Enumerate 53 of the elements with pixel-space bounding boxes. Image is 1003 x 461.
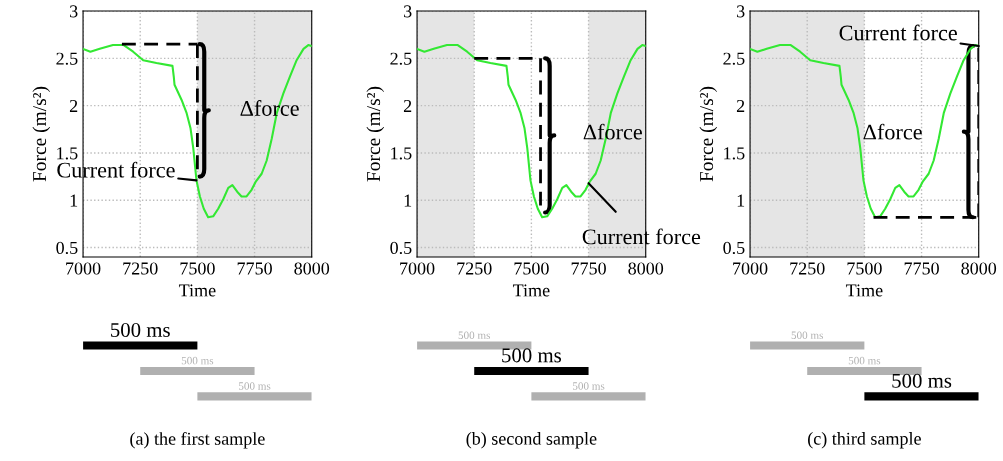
y-tick-label: 3 <box>737 5 745 18</box>
x-tick-label: 7000 <box>400 262 435 275</box>
y-axis-title: Force (m/s²) <box>32 86 51 182</box>
x-tick-label: 7000 <box>733 262 768 275</box>
x-tick-label: 7250 <box>457 262 492 275</box>
x-tick-label: 7500 <box>847 262 882 275</box>
y-tick-label: 1.5 <box>391 147 412 160</box>
y-tick-label: 2 <box>403 99 412 112</box>
x-tick-label: 7500 <box>180 262 215 275</box>
x-tick-label: 7000 <box>66 262 101 275</box>
data-label: 500 ms <box>791 331 824 339</box>
y-tick-label: 2.5 <box>56 52 78 65</box>
y-tick-label: 1.5 <box>724 147 745 160</box>
data-label: 500 ms <box>458 331 491 339</box>
data-label: 500 ms <box>892 373 952 388</box>
x-axis-title: Time <box>512 284 550 297</box>
x-tick-label: 7750 <box>237 262 272 275</box>
annotation: Δforce <box>863 123 922 140</box>
text: (c) third sample <box>808 432 921 449</box>
data-label: 500 ms <box>239 382 271 390</box>
y-tick-label: 3 <box>70 5 78 18</box>
x-axis-title: Time <box>178 284 216 297</box>
y-tick-label: 0.5 <box>56 241 78 255</box>
annotation: Current force <box>839 24 957 41</box>
x-tick-label: 7750 <box>571 262 606 275</box>
y-tick-label: 1 <box>737 194 745 207</box>
x-tick-label: 7750 <box>904 262 939 275</box>
data-label: 500 ms <box>502 348 562 363</box>
text: (b) second sample <box>466 432 597 449</box>
y-axis-title: Force (m/s²) <box>366 86 385 182</box>
y-tick-label: 1.5 <box>57 147 78 160</box>
data-label: 500 ms <box>111 322 170 337</box>
y-tick-label: 0.5 <box>723 241 745 255</box>
data-label: 500 ms <box>181 356 214 365</box>
x-tick-label: 7250 <box>790 262 825 275</box>
y-tick-label: 1 <box>70 194 78 207</box>
y-tick-label: 2 <box>69 99 78 112</box>
text: (a) the first sample <box>130 431 265 449</box>
x-tick-label: 8000 <box>628 262 664 275</box>
x-tick-label: 8000 <box>294 262 330 275</box>
y-tick-label: 2 <box>736 99 745 112</box>
x-tick-label: 7250 <box>123 262 158 275</box>
data-label: 500 ms <box>848 356 881 365</box>
y-tick-label: 3 <box>404 5 412 18</box>
x-tick-label: 8000 <box>961 262 997 275</box>
x-axis-title: Time <box>845 284 883 297</box>
data-label: 500 ms <box>573 382 605 390</box>
y-tick-label: 0.5 <box>390 241 412 255</box>
y-tick-label: 1 <box>404 194 412 207</box>
y-axis-title: Force (m/s²) <box>699 86 718 182</box>
x-tick-label: 7500 <box>514 262 549 275</box>
y-tick-label: 2.5 <box>390 52 412 65</box>
y-tick-label: 2.5 <box>723 52 745 65</box>
